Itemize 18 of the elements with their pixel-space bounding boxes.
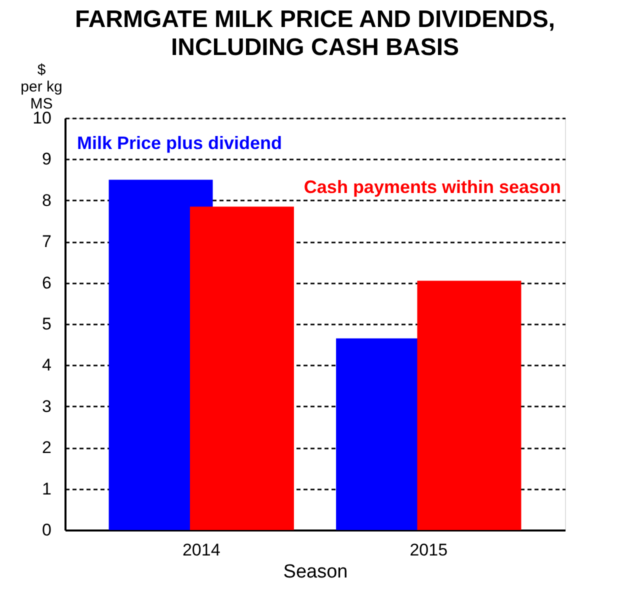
- y-tick-label: 4: [42, 356, 52, 375]
- y-tick-label: 9: [42, 150, 52, 169]
- y-tick-label: 5: [42, 314, 52, 334]
- y-tick-label: 2: [42, 438, 52, 458]
- y-tick-label: 7: [42, 232, 52, 252]
- y-tick-label: 6: [42, 273, 52, 292]
- text: Milk Price plus dividend: [77, 133, 282, 153]
- y-tick-label: 0: [42, 520, 52, 540]
- y-tick-label: 1: [42, 479, 52, 498]
- y-tick-label: 3: [42, 396, 52, 416]
- x-tick-label: 2014: [182, 540, 220, 560]
- chart-title: FARMGATE MILK PRICE AND DIVIDENDS, INCLUDING CASH BASIS: [74, 6, 556, 61]
- y-tick-label: 8: [42, 190, 52, 210]
- series-label: Cash payments within season: [304, 177, 561, 197]
- bar: [417, 280, 522, 530]
- x-axis-title: Season: [283, 562, 348, 582]
- x-tick-label: 2015: [410, 540, 448, 560]
- bar: [190, 206, 294, 530]
